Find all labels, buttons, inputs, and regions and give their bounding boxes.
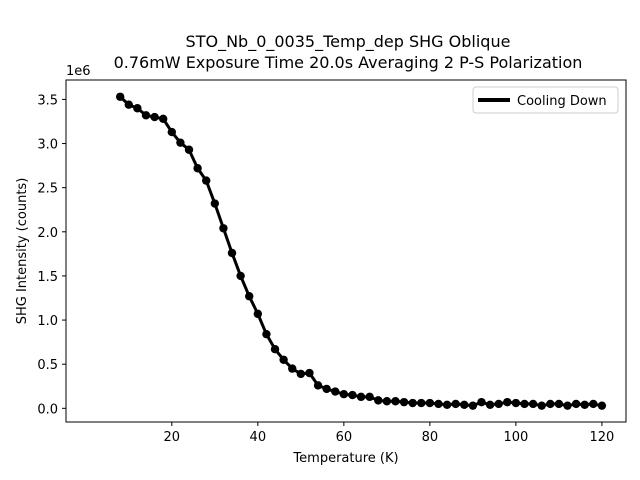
data-point [485,400,495,409]
data-point [124,100,133,109]
data-point [546,399,555,409]
legend-label: Cooling Down [517,94,607,109]
data-point [167,127,177,137]
data-point [262,329,271,339]
data-point [580,400,589,409]
data-point [571,399,581,409]
legend-box [472,86,619,114]
x-axis-label: Temperature (K) [292,451,398,466]
y-tick-label: 3.0 [37,138,58,153]
data-point [115,92,125,101]
data-point [339,390,349,399]
data-point [408,398,417,408]
data-point [322,384,331,394]
axis-ticks: 20 40 60 80 100 120 0.0 0.5 1.0 1.5 2.0 2.5 3.0 3.5 [37,93,614,445]
data-point [460,400,469,409]
y-offset-label: 1e6 [66,64,91,79]
data-point [520,399,529,409]
data-point [236,271,245,281]
data-point [374,396,383,405]
data-point [442,400,452,409]
data-point [391,397,400,406]
data-point [270,344,280,354]
x-tick-label: 40 [250,430,267,445]
legend: Cooling Down [472,86,619,114]
data-point [503,397,512,407]
data-point [296,369,306,379]
data-point [305,368,314,378]
data-point [365,392,374,402]
y-axis-label: SHG Intensity (counts) [15,178,30,325]
data-point [494,399,503,409]
series-group [115,92,607,410]
data-point [554,399,564,409]
data-point [468,401,478,410]
data-point [279,355,288,364]
chart-title-line2: 0.76mW Exposure Time 20.0s Averaging 2 P… [114,53,583,72]
data-point [331,387,340,396]
data-point [219,224,228,233]
data-point [253,309,263,319]
data-point [227,248,237,258]
y-tick-label: 1.5 [37,270,58,285]
data-point [417,398,426,408]
data-point [150,112,159,122]
plot-frame [65,79,627,423]
x-tick-label: 20 [164,430,181,445]
y-tick-label: 2.0 [37,226,58,241]
data-point [382,397,392,406]
data-point [141,111,151,120]
data-point [245,292,254,301]
data-point [348,390,357,400]
data-point [184,145,194,154]
y-tick-label: 0.0 [37,402,58,417]
data-point [202,176,211,185]
x-tick-label: 80 [422,430,439,445]
data-point [210,199,220,208]
data-point [425,398,435,408]
data-point [528,399,538,409]
data-point [537,401,546,410]
y-tick-label: 2.5 [37,182,58,197]
chart-title-line1: STO_Nb_0_0035_Temp_dep SHG Oblique [186,32,511,52]
data-point [176,138,185,147]
data-point [193,164,202,173]
data-point [288,364,297,373]
data-point [511,398,521,408]
data-point [563,401,572,410]
y-tick-label: 0.5 [37,358,58,373]
data-point [477,397,486,407]
x-tick-label: 60 [336,430,353,445]
data-point [133,104,142,113]
data-point [356,392,366,402]
y-tick-label: 1.0 [37,314,58,329]
x-tick-label: 120 [589,430,614,445]
data-point [597,401,607,410]
data-point [434,399,443,409]
x-tick-label: 100 [503,430,528,445]
y-tick-label: 3.5 [37,93,58,108]
data-point [399,397,409,407]
data-point [313,381,323,390]
data-point [451,399,460,409]
data-point [589,399,598,409]
data-point [159,114,168,124]
